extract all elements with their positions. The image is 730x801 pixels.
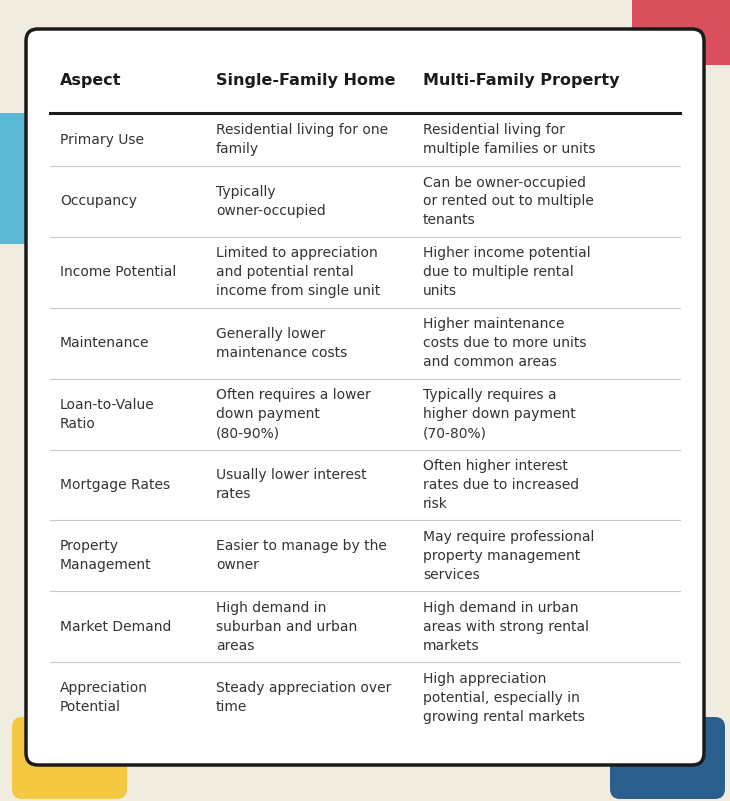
Text: Typically
owner-occupied: Typically owner-occupied [216, 185, 326, 218]
FancyBboxPatch shape [12, 717, 127, 799]
Text: Appreciation
Potential: Appreciation Potential [60, 681, 148, 714]
Text: Generally lower
maintenance costs: Generally lower maintenance costs [216, 327, 347, 360]
Text: Usually lower interest
rates: Usually lower interest rates [216, 469, 366, 501]
Text: Multi-Family Property: Multi-Family Property [423, 74, 620, 88]
Text: Limited to appreciation
and potential rental
income from single unit: Limited to appreciation and potential re… [216, 247, 380, 298]
Text: Income Potential: Income Potential [60, 265, 176, 280]
Text: Loan-to-Value
Ratio: Loan-to-Value Ratio [60, 397, 155, 431]
FancyBboxPatch shape [26, 29, 704, 765]
Text: Primary Use: Primary Use [60, 132, 144, 147]
FancyBboxPatch shape [610, 717, 725, 799]
Text: Higher maintenance
costs due to more units
and common areas: Higher maintenance costs due to more uni… [423, 317, 586, 369]
Text: Market Demand: Market Demand [60, 620, 172, 634]
Text: Higher income potential
due to multiple rental
units: Higher income potential due to multiple … [423, 247, 591, 298]
Text: High demand in
suburban and urban
areas: High demand in suburban and urban areas [216, 601, 357, 653]
Text: Steady appreciation over
time: Steady appreciation over time [216, 681, 391, 714]
Text: Often requires a lower
down payment
(80-90%): Often requires a lower down payment (80-… [216, 388, 371, 440]
Text: Occupancy: Occupancy [60, 195, 137, 208]
Text: Residential living for one
family: Residential living for one family [216, 123, 388, 156]
FancyBboxPatch shape [632, 0, 730, 65]
Text: Mortgage Rates: Mortgage Rates [60, 478, 170, 492]
Text: High appreciation
potential, especially in
growing rental markets: High appreciation potential, especially … [423, 671, 585, 723]
Text: High demand in urban
areas with strong rental
markets: High demand in urban areas with strong r… [423, 601, 589, 653]
Text: Property
Management: Property Management [60, 539, 152, 572]
Text: Easier to manage by the
owner: Easier to manage by the owner [216, 539, 387, 572]
Text: Typically requires a
higher down payment
(70-80%): Typically requires a higher down payment… [423, 388, 576, 440]
Text: Can be owner-occupied
or rented out to multiple
tenants: Can be owner-occupied or rented out to m… [423, 175, 594, 227]
Text: May require professional
property management
services: May require professional property manage… [423, 530, 594, 582]
Text: Residential living for
multiple families or units: Residential living for multiple families… [423, 123, 596, 156]
Text: Single-Family Home: Single-Family Home [216, 74, 396, 88]
FancyBboxPatch shape [0, 113, 38, 244]
Text: Aspect: Aspect [60, 74, 121, 88]
Text: Often higher interest
rates due to increased
risk: Often higher interest rates due to incre… [423, 459, 579, 511]
Text: Maintenance: Maintenance [60, 336, 150, 350]
